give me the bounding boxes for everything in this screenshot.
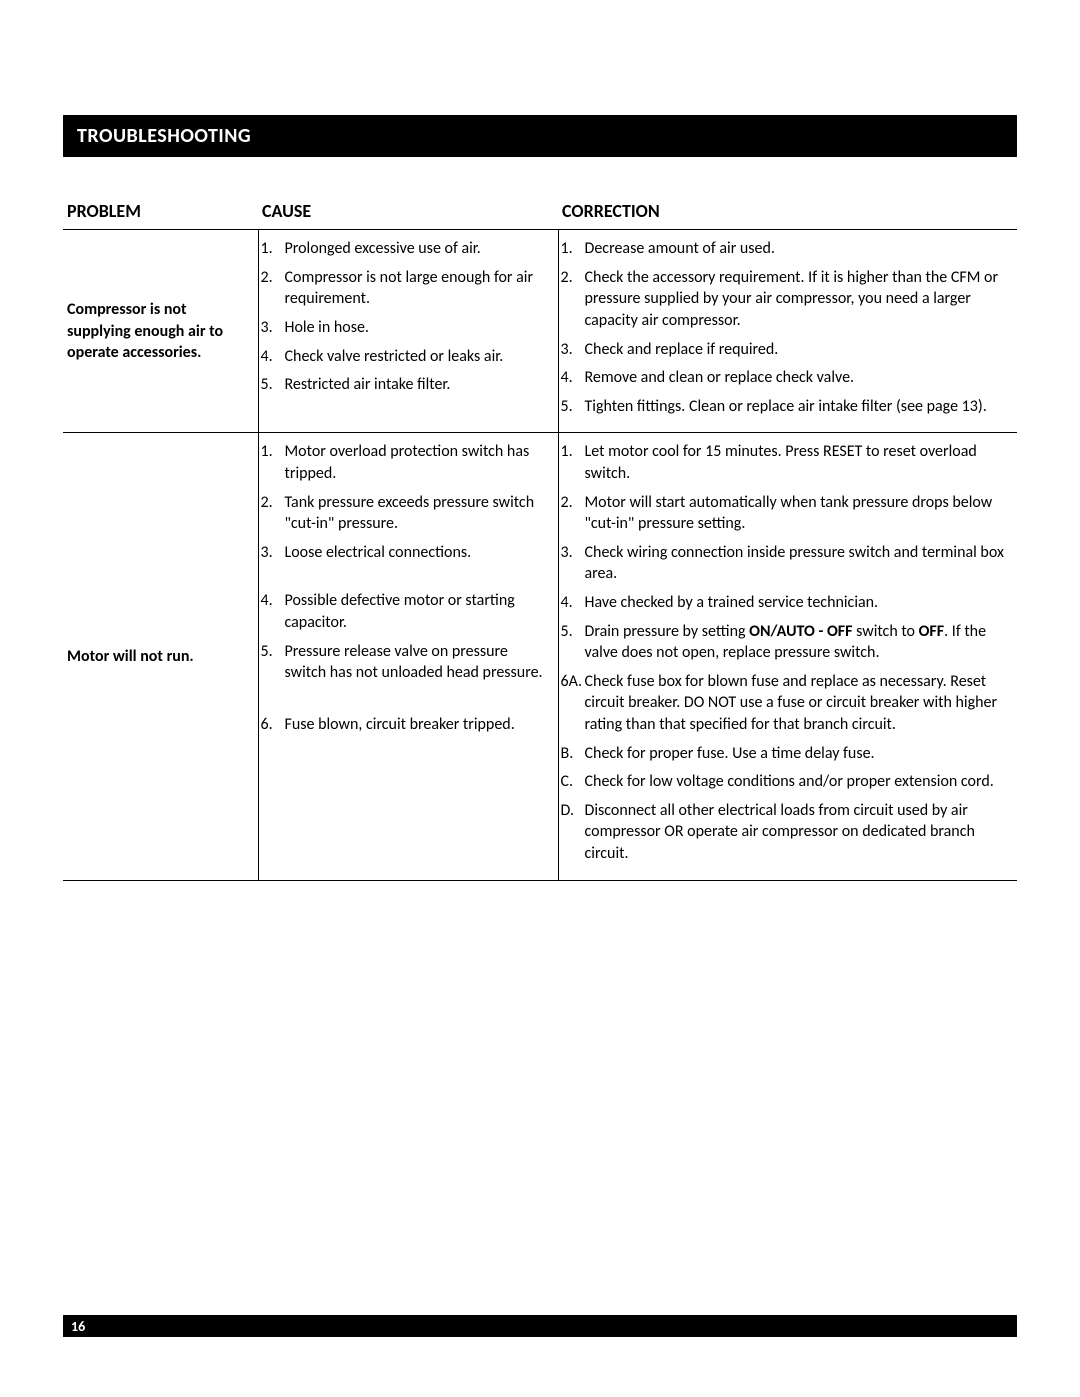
item-text: Remove and clean or replace check valve. [585, 367, 1008, 389]
item-text: Pressure release valve on pressure switc… [285, 641, 548, 684]
sub-item-text: Disconnect all other electrical loads fr… [585, 800, 1008, 865]
section-header: TROUBLESHOOTING [63, 115, 1017, 157]
item-number: 1. [561, 441, 585, 484]
list-item: 3.Check wiring connection inside pressur… [561, 542, 1008, 585]
item-number: 6. [261, 714, 285, 736]
item-number: 1. [261, 238, 285, 260]
item-number: 3. [561, 542, 585, 585]
sub-list-item: D.Disconnect all other electrical loads … [561, 800, 1008, 865]
list-item: 4.Remove and clean or replace check valv… [561, 367, 1008, 389]
item-number: 5. [261, 641, 285, 684]
item-text: Possible defective motor or starting cap… [285, 590, 548, 633]
item-number: 5. [261, 374, 285, 396]
table-header-row: PROBLEM CAUSE CORRECTION [63, 195, 1017, 230]
item-text: Check wiring connection inside pressure … [585, 542, 1008, 585]
list-item: 3.Hole in hose. [261, 317, 548, 339]
list-item: 4.Check valve restricted or leaks air. [261, 346, 548, 368]
item-text: Compressor is not large enough for air r… [285, 267, 548, 310]
correction-cell: 1.Decrease amount of air used.2.Check th… [558, 230, 1017, 433]
list-item: 1.Let motor cool for 15 minutes. Press R… [561, 441, 1008, 484]
sub-item-letter: D. [561, 800, 585, 865]
page-number: 16 [71, 1318, 85, 1335]
list-item: 6.Fuse blown, circuit breaker tripped. [261, 714, 548, 736]
list-item: 1.Decrease amount of air used. [561, 238, 1008, 260]
item-text: Have checked by a trained service techni… [585, 592, 1008, 614]
item-text: Prolonged excessive use of air. [285, 238, 548, 260]
item-number: 6A. [561, 671, 585, 736]
col-cause: CAUSE [258, 195, 558, 230]
item-text: Restricted air intake filter. [285, 374, 548, 396]
list-item: 4.Have checked by a trained service tech… [561, 592, 1008, 614]
list-item: 5.Pressure release valve on pressure swi… [261, 641, 548, 684]
item-number: 3. [261, 317, 285, 339]
list-item: 3.Check and replace if required. [561, 339, 1008, 361]
item-text: Check fuse box for blown fuse and replac… [585, 671, 1008, 736]
sub-item-text: Check for low voltage conditions and/or … [585, 771, 1008, 793]
item-text: Loose electrical connections. [285, 542, 548, 564]
item-number: 3. [561, 339, 585, 361]
sub-list-item: C.Check for low voltage conditions and/o… [561, 771, 1008, 793]
list-item: 5.Drain pressure by setting ON/AUTO - OF… [561, 621, 1008, 664]
item-text: Decrease amount of air used. [585, 238, 1008, 260]
footer-bar: 16 [63, 1315, 1017, 1337]
item-number: 2. [261, 492, 285, 535]
list-item: 1.Prolonged excessive use of air. [261, 238, 548, 260]
item-text: Check the accessory requirement. If it i… [585, 267, 1008, 332]
list-item: 2.Motor will start automatically when ta… [561, 492, 1008, 535]
item-number: 4. [561, 367, 585, 389]
col-problem: PROBLEM [63, 195, 258, 230]
item-text: Let motor cool for 15 minutes. Press RES… [585, 441, 1008, 484]
item-number: 2. [561, 492, 585, 535]
troubleshooting-table: PROBLEM CAUSE CORRECTION Compressor is n… [63, 195, 1017, 881]
item-text: Tighten fittings. Clean or replace air i… [585, 396, 1008, 418]
item-text: Drain pressure by setting ON/AUTO - OFF … [585, 621, 1008, 664]
item-number: 1. [561, 238, 585, 260]
cause-cell: 1.Motor overload protection switch has t… [258, 433, 558, 880]
sub-item-text: Check for proper fuse. Use a time delay … [585, 743, 1008, 765]
item-number: 4. [561, 592, 585, 614]
item-text: Fuse blown, circuit breaker tripped. [285, 714, 548, 736]
problem-cell: Motor will not run. [63, 433, 258, 880]
item-number: 2. [561, 267, 585, 332]
item-text: Check and replace if required. [585, 339, 1008, 361]
item-text: Check valve restricted or leaks air. [285, 346, 548, 368]
list-item: 2.Check the accessory requirement. If it… [561, 267, 1008, 332]
item-text: Tank pressure exceeds pressure switch "c… [285, 492, 548, 535]
list-item: 2.Compressor is not large enough for air… [261, 267, 548, 310]
item-number: 5. [561, 621, 585, 664]
item-text: Motor will start automatically when tank… [585, 492, 1008, 535]
correction-cell: 1.Let motor cool for 15 minutes. Press R… [558, 433, 1017, 880]
item-text: Hole in hose. [285, 317, 548, 339]
sub-list-item: B.Check for proper fuse. Use a time dela… [561, 743, 1008, 765]
item-number: 2. [261, 267, 285, 310]
sub-item-letter: C. [561, 771, 585, 793]
table-row: Motor will not run.1.Motor overload prot… [63, 433, 1017, 880]
table-row: Compressor is not supplying enough air t… [63, 230, 1017, 433]
problem-cell: Compressor is not supplying enough air t… [63, 230, 258, 433]
item-number: 1. [261, 441, 285, 484]
cause-cell: 1.Prolonged excessive use of air.2.Compr… [258, 230, 558, 433]
item-text: Motor overload protection switch has tri… [285, 441, 548, 484]
col-correction: CORRECTION [558, 195, 1017, 230]
list-item: 5.Restricted air intake filter. [261, 374, 548, 396]
item-number: 4. [261, 346, 285, 368]
item-number: 3. [261, 542, 285, 564]
item-number: 5. [561, 396, 585, 418]
list-item: 5.Tighten fittings. Clean or replace air… [561, 396, 1008, 418]
list-item: 2.Tank pressure exceeds pressure switch … [261, 492, 548, 535]
item-number: 4. [261, 590, 285, 633]
list-item: 4.Possible defective motor or starting c… [261, 590, 548, 633]
list-item: 6A.Check fuse box for blown fuse and rep… [561, 671, 1008, 736]
list-item: 3.Loose electrical connections. [261, 542, 548, 564]
sub-item-letter: B. [561, 743, 585, 765]
section-title: TROUBLESHOOTING [77, 124, 251, 148]
list-item: 1.Motor overload protection switch has t… [261, 441, 548, 484]
